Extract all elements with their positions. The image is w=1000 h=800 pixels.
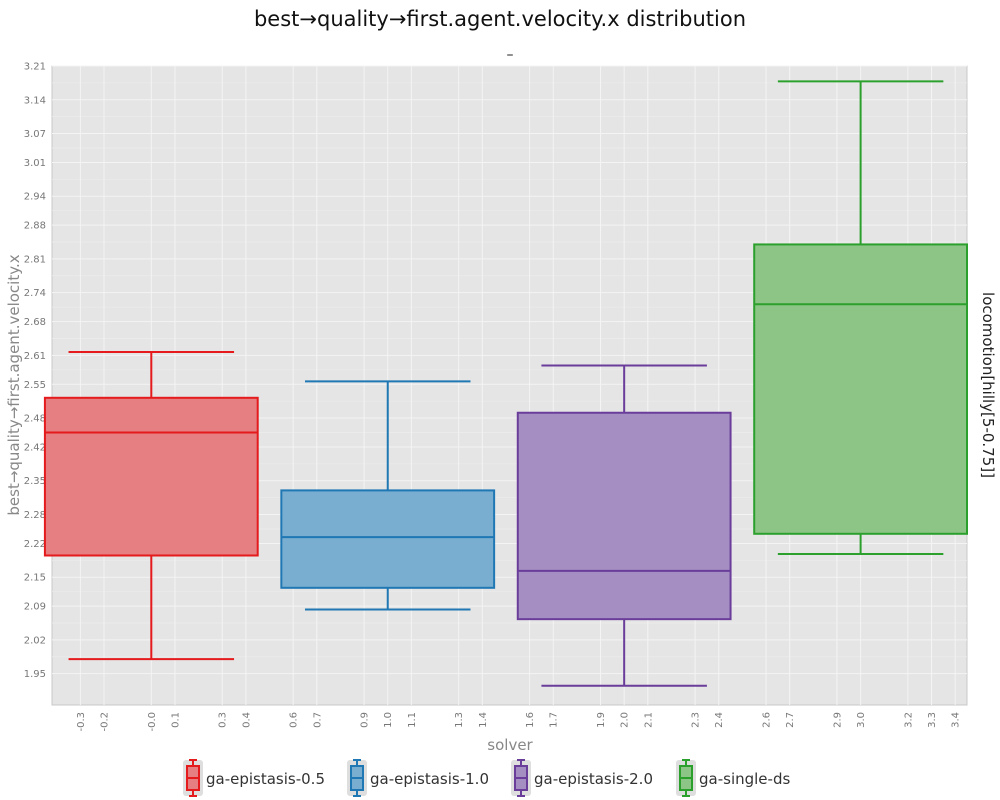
box-ga-single-ds (753, 80, 968, 556)
x-tick-label: 1.1 (407, 712, 418, 728)
x-tick-label: 1.7 (549, 712, 560, 728)
y-tick-label: 2.48 (24, 414, 46, 425)
x-tick-label: -0.2 (100, 712, 111, 732)
y-tick-label: 3.01 (24, 158, 46, 169)
x-tick-label: 1.3 (454, 712, 465, 728)
legend-item-ga-epistasis-2.0: ga-epistasis-2.0 (511, 759, 653, 797)
x-tick-label: 0.1 (170, 712, 181, 728)
y-tick-label: 2.61 (24, 351, 46, 362)
x-tick-label: 2.6 (762, 712, 773, 728)
y-tick-label: 1.95 (24, 669, 46, 680)
legend-label: ga-epistasis-0.5 (206, 770, 325, 788)
y-tick-label: 3.07 (24, 129, 46, 140)
x-tick-label: -0.3 (76, 712, 87, 732)
box-body (753, 243, 968, 535)
x-axis-ticks: -0.3 -0.2 -0.0 0.1 0.3 0.4 0.6 0.7 0.9 1.0 1.1 1.3 1… (76, 712, 962, 732)
x-tick-label: 0.3 (218, 712, 229, 728)
y-tick-label: 2.28 (24, 510, 46, 521)
y-tick-label: 2.15 (24, 573, 46, 584)
legend-item-ga-single-ds: ga-single-ds (676, 759, 790, 797)
y-tick-label: 3.21 (24, 62, 46, 73)
box-plots (43, 80, 968, 687)
legend-label: ga-epistasis-2.0 (534, 770, 653, 788)
x-tick-label: 0.4 (241, 712, 252, 728)
y-tick-label: 2.81 (24, 254, 46, 265)
legend-item-ga-epistasis-1.0: ga-epistasis-1.0 (347, 759, 489, 797)
box-ga-epistasis-1.0 (280, 380, 496, 611)
x-tick-label: 2.4 (714, 712, 725, 728)
chart-subtitle: – (507, 47, 514, 63)
box-body (280, 489, 496, 589)
y-axis-ticks: 1.95 2.02 2.09 2.15 2.22 2.28 2.35 2.42 2.48 2.55… (24, 62, 46, 681)
y-tick-label: 2.74 (24, 288, 46, 299)
legend-label: ga-single-ds (699, 770, 790, 788)
box-body (516, 411, 732, 621)
box-body (43, 396, 259, 557)
x-axis-label: solver (487, 736, 533, 754)
y-tick-label: 2.55 (24, 380, 46, 391)
box-ga-epistasis-2.0 (516, 364, 732, 687)
y-tick-label: 2.35 (24, 476, 46, 487)
y-tick-label: 2.22 (24, 539, 46, 550)
x-tick-label: 1.4 (478, 712, 489, 728)
x-tick-label: 2.1 (643, 712, 654, 728)
y-tick-label: 2.02 (24, 635, 46, 646)
y-axis-label: best→quality→first.agent.velocity.x (5, 254, 23, 515)
x-tick-label: 0.6 (289, 712, 300, 728)
y-tick-label: 3.14 (24, 95, 46, 106)
y-tick-label: 2.68 (24, 317, 46, 328)
box-ga-epistasis-0.5 (43, 350, 259, 661)
x-tick-label: 3.4 (951, 712, 962, 728)
x-tick-label: 2.0 (620, 712, 631, 728)
x-tick-label: 2.7 (785, 712, 796, 728)
x-tick-label: 0.7 (312, 712, 323, 728)
x-tick-label: -0.0 (147, 712, 158, 732)
x-tick-label: 0.9 (360, 712, 371, 728)
x-tick-label: 2.9 (832, 712, 843, 728)
legend-item-ga-epistasis-0.5: ga-epistasis-0.5 (183, 759, 325, 797)
y-tick-label: 2.88 (24, 221, 46, 232)
y-tick-label: 2.09 (24, 602, 46, 613)
y-tick-label: 2.94 (24, 192, 46, 203)
legend-label: ga-epistasis-1.0 (370, 770, 489, 788)
x-tick-label: 2.3 (691, 712, 702, 728)
x-tick-label: 3.2 (903, 712, 914, 728)
x-tick-label: 1.0 (383, 712, 394, 728)
x-tick-label: 1.6 (525, 712, 536, 728)
x-tick-label: 3.3 (927, 712, 938, 728)
x-tick-label: 1.9 (596, 712, 607, 728)
legend: ga-epistasis-0.5 ga-epistasis-1.0 ga-epist… (183, 759, 790, 797)
x-tick-label: 3.0 (856, 712, 867, 728)
facet-label: locomotion[hilly[5-0.75]] (979, 292, 997, 478)
chart-title: best→quality→first.agent.velocity.x dist… (254, 7, 746, 31)
y-tick-label: 2.42 (24, 442, 46, 453)
